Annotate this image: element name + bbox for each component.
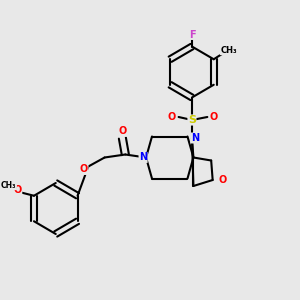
Text: O: O xyxy=(80,164,88,175)
Text: N: N xyxy=(191,133,199,143)
Text: N: N xyxy=(139,152,147,163)
Text: O: O xyxy=(118,126,127,136)
Text: CH₃: CH₃ xyxy=(1,181,16,190)
Text: O: O xyxy=(210,112,218,122)
Text: S: S xyxy=(188,115,196,125)
Text: F: F xyxy=(189,29,195,40)
Text: O: O xyxy=(218,175,226,185)
Text: CH₃: CH₃ xyxy=(220,46,237,55)
Text: O: O xyxy=(14,185,22,195)
Text: O: O xyxy=(167,112,175,122)
